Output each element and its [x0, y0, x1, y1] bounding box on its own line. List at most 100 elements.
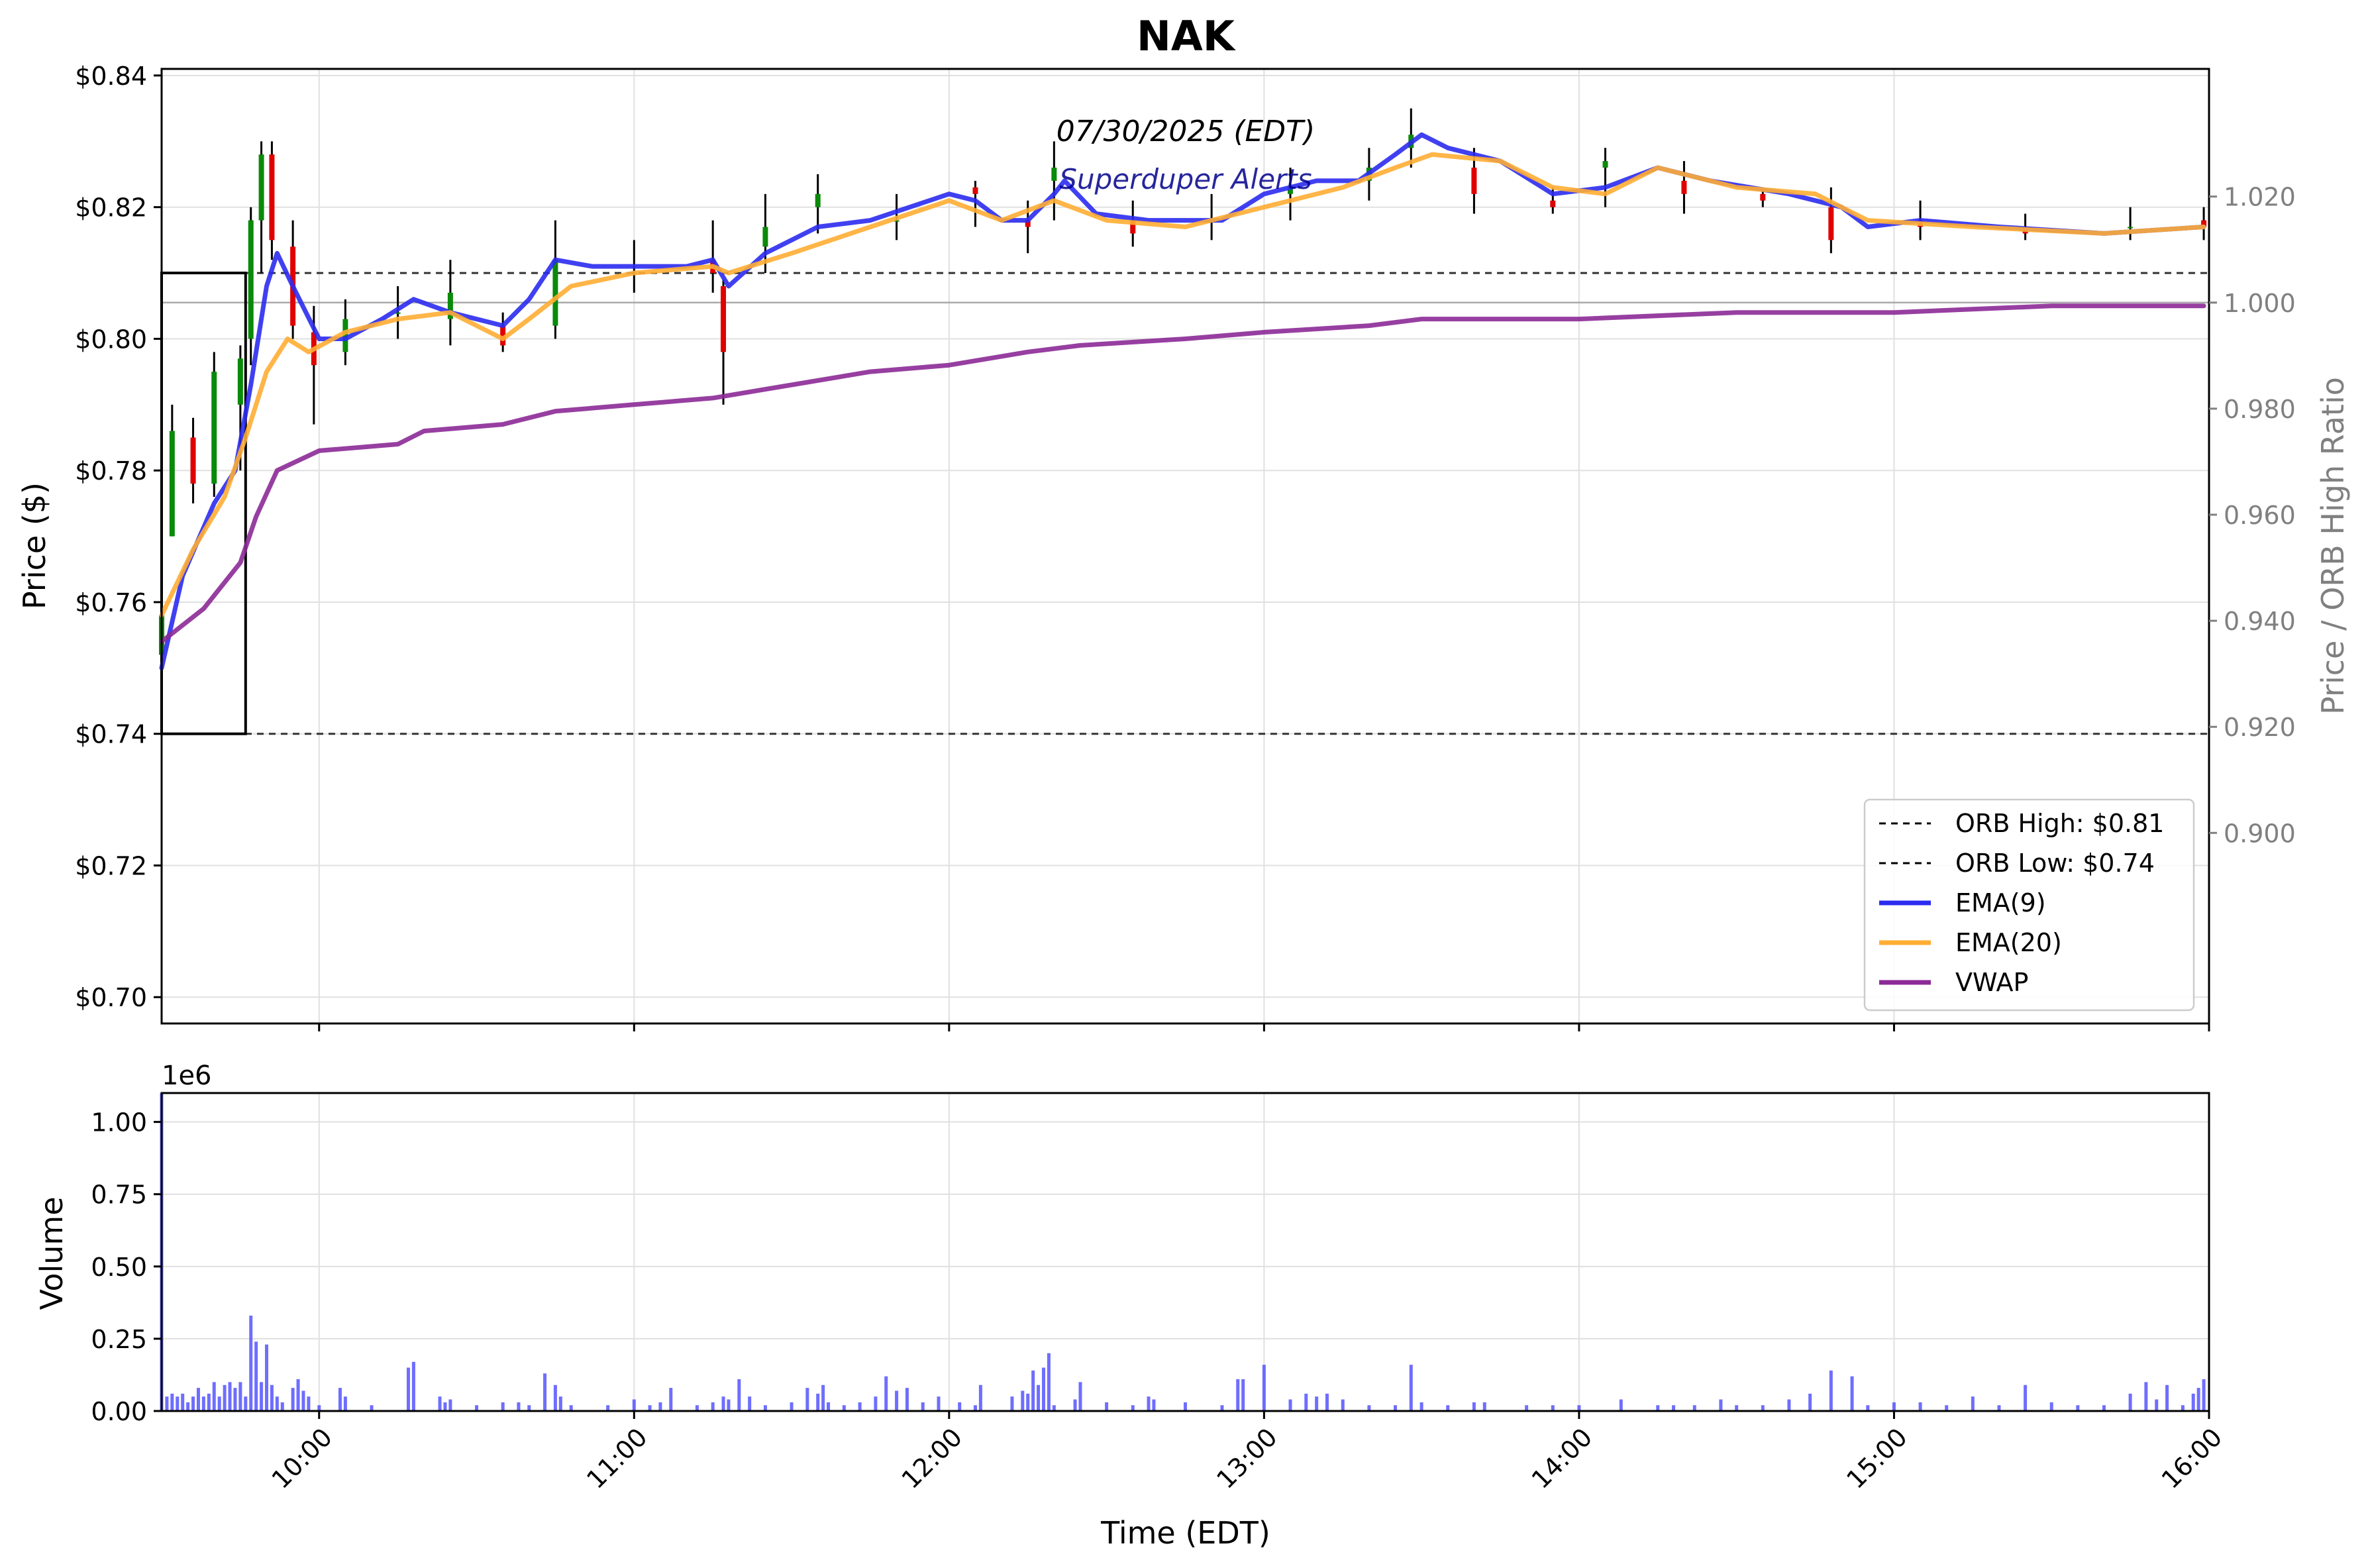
price-tick-label: $0.72 [75, 851, 147, 880]
candle-body [269, 154, 275, 240]
volume-bar [223, 1385, 227, 1411]
candle-body [1828, 207, 1834, 240]
volume-bar [1409, 1365, 1413, 1411]
candle-body [169, 431, 175, 537]
candle-body [2128, 227, 2134, 229]
candle [169, 404, 175, 537]
ratio-tick-label: 1.020 [2224, 183, 2296, 212]
volume-bar [1446, 1405, 1450, 1411]
volume-bar [1761, 1405, 1765, 1411]
candle [721, 280, 727, 405]
volume-bar [296, 1379, 300, 1411]
volume-bar [1482, 1402, 1486, 1411]
volume-bar [1971, 1396, 1975, 1411]
volume-bar [217, 1396, 221, 1411]
volume-bar [1026, 1393, 1030, 1411]
candle-body [721, 286, 727, 352]
volume-bar [895, 1390, 899, 1411]
volume-bar [233, 1388, 237, 1411]
candle-body [447, 292, 453, 319]
volume-bar [207, 1393, 211, 1411]
volume-bar [475, 1405, 479, 1411]
volume-bar [1808, 1393, 1812, 1411]
candlesticks [159, 108, 2207, 714]
volume-bar [2024, 1385, 2028, 1411]
legend-label: ORB High: $0.81 [1955, 809, 2164, 838]
volume-bar [1220, 1405, 1224, 1411]
volume-bar [1031, 1370, 1035, 1411]
candle-body [1550, 200, 1556, 207]
volume-bar [527, 1405, 531, 1411]
volume-bar [338, 1388, 342, 1411]
volume-bar [270, 1385, 274, 1411]
volume-bar [648, 1405, 652, 1411]
watermark-text: Superduper Alerts [1059, 163, 1312, 195]
volume-bar [2102, 1405, 2106, 1411]
volume-bar [1010, 1396, 1014, 1411]
volume-bar [291, 1388, 295, 1411]
ratio-tick-label: 0.900 [2224, 819, 2296, 848]
volume-bar [978, 1385, 982, 1411]
volume-bar [874, 1396, 878, 1411]
volume-bar [301, 1390, 305, 1411]
volume-bar [1073, 1399, 1077, 1411]
price-tick-label: $0.74 [75, 720, 147, 749]
ratio-tick-label: 0.960 [2224, 501, 2296, 530]
volume-bar [606, 1405, 610, 1411]
price-tick-label: $0.84 [75, 62, 147, 91]
volume-bar [2202, 1379, 2206, 1411]
candle [269, 141, 275, 260]
volume-bar [727, 1399, 731, 1411]
volume-bar [543, 1373, 547, 1411]
volume-bar [737, 1379, 741, 1411]
volume-bar [1037, 1385, 1041, 1411]
volume-bar [411, 1361, 415, 1411]
volume-bar [2144, 1382, 2148, 1411]
candle-body [237, 358, 243, 405]
candle [248, 207, 254, 366]
price-tick-label: $0.76 [75, 588, 147, 617]
volume-bar [2049, 1402, 2053, 1411]
volume-bar [254, 1341, 258, 1411]
candle-body [1602, 161, 1608, 168]
volume-bar [632, 1399, 636, 1411]
candle-body [248, 220, 254, 339]
volume-bar [905, 1388, 909, 1411]
candle-body [552, 260, 558, 326]
volume-bar [176, 1396, 180, 1411]
volume-bar [181, 1393, 185, 1411]
volume-bar [1787, 1399, 1791, 1411]
candle [447, 260, 453, 346]
volume-bar [658, 1402, 662, 1411]
candle-body [1051, 168, 1057, 181]
candle [1681, 161, 1687, 214]
candle-body [1471, 168, 1477, 194]
volume-bar [1325, 1393, 1329, 1411]
candle [972, 180, 978, 227]
volume-bars [160, 1093, 2206, 1411]
volume-bar [2076, 1405, 2080, 1411]
candle-body [258, 154, 264, 221]
volume-bar [1341, 1399, 1345, 1411]
candle-body [211, 372, 217, 484]
volume-bar [748, 1396, 752, 1411]
candle-body [972, 187, 978, 194]
candle-body [342, 319, 348, 352]
legend-label: VWAP [1955, 968, 2028, 997]
volume-bar [821, 1385, 825, 1411]
ratio-tick-label: 0.920 [2224, 713, 2296, 742]
volume-bar [1042, 1367, 1046, 1411]
volume-bar [1288, 1399, 1292, 1411]
volume-bar [1131, 1405, 1135, 1411]
volume-bar [816, 1393, 820, 1411]
volume-bar [1105, 1402, 1109, 1411]
indicator-lines [159, 132, 2206, 670]
volume-bar [1672, 1405, 1676, 1411]
volume-bar [448, 1399, 452, 1411]
candle-body [1025, 220, 1031, 227]
volume-bar [501, 1402, 505, 1411]
price-tick-label: $0.80 [75, 325, 147, 354]
volume-bar [244, 1396, 248, 1411]
volume-bar [1367, 1405, 1371, 1411]
volume-bar [763, 1405, 767, 1411]
